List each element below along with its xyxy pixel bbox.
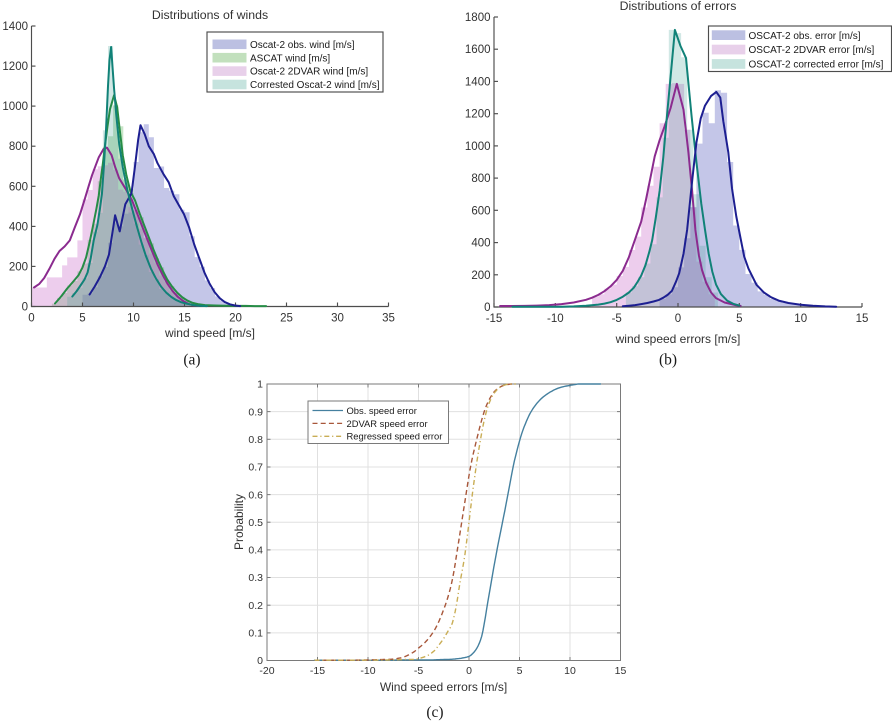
svg-text:OSCAT-2 corrected error [m/s]: OSCAT-2 corrected error [m/s] [749, 60, 884, 71]
svg-text:(c): (c) [426, 704, 443, 721]
svg-text:2DVAR speed error: 2DVAR speed error [347, 418, 428, 429]
svg-text:20: 20 [229, 313, 242, 325]
svg-text:1000: 1000 [465, 141, 491, 153]
svg-text:ASCAT wind [m/s]: ASCAT wind [m/s] [250, 53, 330, 64]
svg-text:0.8: 0.8 [248, 434, 263, 446]
svg-text:1800: 1800 [465, 12, 491, 24]
svg-text:15: 15 [178, 313, 191, 325]
svg-text:30: 30 [331, 313, 344, 325]
svg-text:0.7: 0.7 [248, 462, 263, 474]
svg-text:1200: 1200 [465, 109, 491, 121]
svg-text:25: 25 [280, 313, 293, 325]
svg-text:Oscat-2 2DVAR wind [m/s]: Oscat-2 2DVAR wind [m/s] [250, 67, 368, 78]
svg-text:(a): (a) [183, 352, 200, 369]
svg-text:1: 1 [257, 379, 263, 391]
svg-text:0: 0 [675, 313, 681, 325]
svg-text:0: 0 [484, 302, 490, 314]
svg-text:0.4: 0.4 [248, 545, 263, 557]
svg-text:1000: 1000 [2, 101, 28, 113]
svg-text:1200: 1200 [2, 61, 28, 73]
svg-text:(b): (b) [659, 352, 677, 369]
svg-text:-10: -10 [547, 313, 564, 325]
svg-text:0.3: 0.3 [248, 572, 263, 584]
svg-text:15: 15 [856, 313, 869, 325]
svg-text:0.6: 0.6 [248, 489, 263, 501]
svg-text:Distributions of winds: Distributions of winds [152, 8, 268, 22]
svg-text:200: 200 [9, 261, 28, 273]
svg-text:0: 0 [22, 302, 28, 314]
svg-text:1400: 1400 [2, 21, 28, 33]
svg-text:0.2: 0.2 [248, 600, 263, 612]
svg-text:400: 400 [471, 238, 490, 250]
svg-text:5: 5 [79, 313, 85, 325]
svg-text:wind speed [m/s]: wind speed [m/s] [164, 326, 255, 340]
svg-text:200: 200 [471, 270, 490, 282]
svg-text:-5: -5 [414, 665, 423, 677]
svg-text:-15: -15 [310, 665, 325, 677]
svg-text:1400: 1400 [465, 76, 491, 88]
svg-text:0.1: 0.1 [248, 628, 263, 640]
svg-text:600: 600 [9, 181, 28, 193]
svg-text:5: 5 [517, 665, 523, 677]
svg-text:800: 800 [471, 173, 490, 185]
svg-text:1600: 1600 [465, 44, 491, 56]
svg-text:15: 15 [615, 665, 627, 677]
svg-text:0.9: 0.9 [248, 406, 263, 418]
svg-text:Oscat-2 obs. wind [m/s]: Oscat-2 obs. wind [m/s] [250, 40, 355, 51]
svg-text:0.5: 0.5 [248, 517, 263, 529]
svg-text:wind speed errors [m/s]: wind speed errors [m/s] [615, 332, 741, 346]
svg-text:Wind speed errors [m/s]: Wind speed errors [m/s] [380, 680, 507, 694]
svg-text:800: 800 [9, 141, 28, 153]
svg-text:0: 0 [257, 655, 263, 667]
svg-text:OSCAT-2 obs. error [m/s]: OSCAT-2 obs. error [m/s] [749, 31, 861, 42]
svg-text:Distributions of errors: Distributions of errors [620, 0, 737, 13]
svg-text:Probability: Probability [232, 494, 246, 550]
svg-text:-10: -10 [360, 665, 375, 677]
svg-text:0: 0 [28, 313, 34, 325]
svg-text:35: 35 [382, 313, 395, 325]
svg-text:Obs. speed error: Obs. speed error [347, 405, 417, 416]
svg-text:10: 10 [794, 313, 807, 325]
svg-text:Regressed speed error: Regressed speed error [347, 431, 443, 442]
svg-text:-15: -15 [486, 313, 503, 325]
svg-text:-20: -20 [259, 665, 274, 677]
svg-text:400: 400 [9, 221, 28, 233]
svg-text:10: 10 [564, 665, 576, 677]
svg-text:10: 10 [127, 313, 140, 325]
svg-text:-5: -5 [612, 313, 622, 325]
svg-text:5: 5 [736, 313, 742, 325]
svg-text:OSCAT-2 2DVAR error [m/s]: OSCAT-2 2DVAR error [m/s] [749, 45, 875, 56]
svg-text:Corrested Oscat-2 wind [m/s]: Corrested Oscat-2 wind [m/s] [250, 80, 380, 91]
svg-text:0: 0 [466, 665, 472, 677]
svg-text:600: 600 [471, 205, 490, 217]
